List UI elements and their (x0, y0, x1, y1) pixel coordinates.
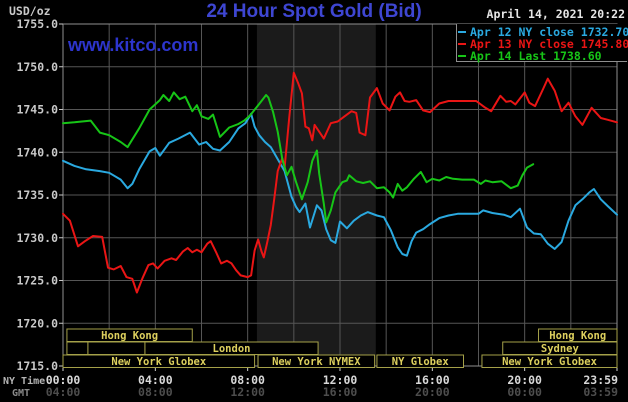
y-tick-label: 1750.0 (16, 60, 58, 74)
session-label: London (213, 343, 251, 355)
legend-label: Apr 14 Last 1738.60 (470, 49, 602, 63)
x-axis-name-ny: NY Time (3, 375, 45, 387)
legend-item-apr-12: Apr 12 NY close 1732.70 (458, 25, 628, 39)
legend-dash-icon (458, 55, 466, 57)
y-tick-label: 1745.0 (16, 103, 58, 117)
y-tick-label: 1740.0 (16, 145, 58, 159)
y-tick-label: 1725.0 (16, 274, 58, 288)
session-box-ny-globex (376, 354, 464, 368)
x-tick-label-gmt: 08:00 (138, 385, 173, 399)
x-axis-name-gmt: GMT (12, 388, 30, 399)
x-tick-label-gmt: 00:00 (507, 385, 542, 399)
session-box (87, 341, 146, 355)
x-tick-label-ny: 16:00 (415, 373, 450, 387)
session-label: New York Globex (502, 356, 598, 368)
series-line-apr-12 (62, 112, 618, 257)
legend-dash-icon (458, 43, 466, 45)
y-tick-label: 1735.0 (16, 188, 58, 202)
series-line-apr-13 (62, 71, 618, 294)
session-box-new-york-globex (481, 354, 618, 368)
x-tick-label-gmt: 04:00 (46, 385, 81, 399)
legend-label: Apr 12 NY close 1732.70 (470, 25, 628, 39)
session-label: Hong Kong (549, 330, 606, 342)
x-tick-label-ny: 08:00 (230, 373, 265, 387)
x-tick-label-gmt: 20:00 (415, 385, 450, 399)
session-label: New York NYMEX (272, 356, 361, 368)
x-tick-label-gmt: 12:00 (230, 385, 265, 399)
series-line-apr-14 (62, 91, 535, 224)
x-tick-label-ny: 23:59 (583, 373, 618, 387)
session-label: NY Globex (392, 356, 450, 368)
session-box-new-york-nymex (257, 354, 376, 368)
x-tick-label-gmt: 16:00 (323, 385, 358, 399)
session-label: New York Globex (111, 356, 207, 368)
x-tick-label-ny: 20:00 (507, 373, 542, 387)
session-box-new-york-globex (62, 354, 256, 368)
session-label: Sydney (541, 343, 580, 355)
page-title: 24 Hour Spot Gold (Bid) (206, 1, 422, 22)
datetime-stamp: April 14, 2021 20:22 (486, 7, 625, 21)
y-tick-label: 1755.0 (16, 17, 58, 31)
x-tick-label-ny: 00:00 (46, 373, 81, 387)
legend-item-apr-14: Apr 14 Last 1738.60 (458, 49, 627, 63)
legend-item-apr-13: Apr 13 NY close 1745.80 (458, 37, 628, 51)
legend-label: Apr 13 NY close 1745.80 (470, 37, 628, 51)
x-tick-label-gmt: 03:59 (583, 385, 618, 399)
x-tick-label-ny: 12:00 (323, 373, 358, 387)
y-tick-label: 1715.0 (16, 359, 58, 373)
session-box (66, 341, 89, 355)
y-tick-label: 1730.0 (16, 231, 58, 245)
y-tick-label: 1720.0 (16, 316, 58, 330)
y-axis-unit-label: USD/oz (9, 4, 51, 18)
x-tick-label-ny: 04:00 (138, 373, 173, 387)
legend: Apr 12 NY close 1732.70 Apr 13 NY close … (456, 24, 628, 63)
legend-dash-icon (458, 31, 466, 33)
kitco-watermark-link[interactable]: www.kitco.com (68, 35, 199, 55)
session-label: Hong Kong (101, 330, 158, 342)
